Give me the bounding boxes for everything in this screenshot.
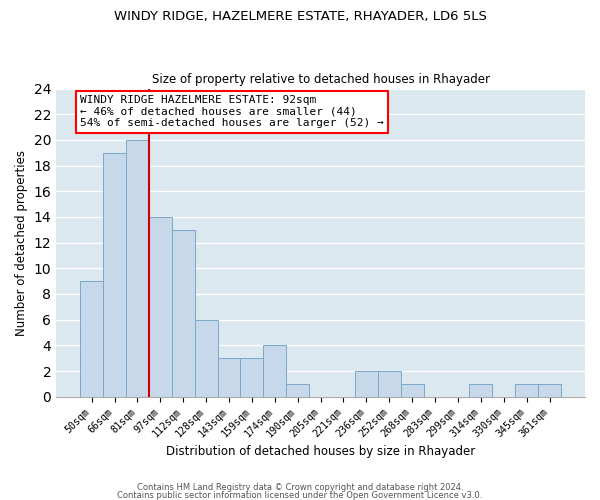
Bar: [263, 346, 286, 397]
Title: Size of property relative to detached houses in Rhayader: Size of property relative to detached ho…: [152, 73, 490, 86]
Bar: [80, 281, 103, 396]
Bar: [218, 358, 241, 397]
Bar: [126, 140, 149, 396]
Bar: [103, 153, 126, 396]
Bar: [401, 384, 424, 396]
X-axis label: Distribution of detached houses by size in Rhayader: Distribution of detached houses by size …: [166, 444, 475, 458]
Bar: [538, 384, 561, 396]
Text: WINDY RIDGE, HAZELMERE ESTATE, RHAYADER, LD6 5LS: WINDY RIDGE, HAZELMERE ESTATE, RHAYADER,…: [113, 10, 487, 23]
Text: WINDY RIDGE HAZELMERE ESTATE: 92sqm
← 46% of detached houses are smaller (44)
54: WINDY RIDGE HAZELMERE ESTATE: 92sqm ← 46…: [80, 95, 384, 128]
Bar: [172, 230, 194, 396]
Bar: [194, 320, 218, 396]
Text: Contains HM Land Registry data © Crown copyright and database right 2024.: Contains HM Land Registry data © Crown c…: [137, 484, 463, 492]
Y-axis label: Number of detached properties: Number of detached properties: [15, 150, 28, 336]
Bar: [241, 358, 263, 397]
Bar: [469, 384, 492, 396]
Bar: [355, 371, 378, 396]
Bar: [286, 384, 309, 396]
Bar: [149, 217, 172, 396]
Bar: [378, 371, 401, 396]
Bar: [515, 384, 538, 396]
Text: Contains public sector information licensed under the Open Government Licence v3: Contains public sector information licen…: [118, 490, 482, 500]
